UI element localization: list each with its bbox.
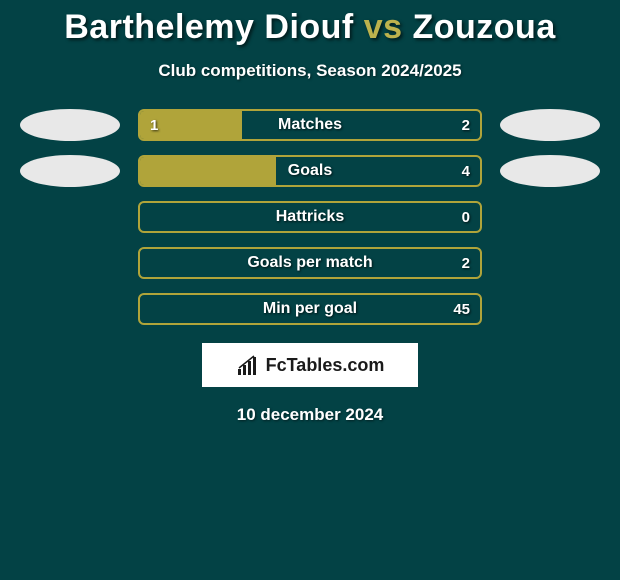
stat-row-hattricks: Hattricks 0 (0, 201, 620, 233)
stat-row-goals: Goals 4 (0, 155, 620, 187)
bar-label: Min per goal (140, 295, 480, 323)
bar-goals-per-match: Goals per match 2 (138, 247, 482, 279)
bar-min-per-goal: Min per goal 45 (138, 293, 482, 325)
vs-text: vs (364, 8, 403, 46)
bar-right-value: 2 (462, 249, 470, 277)
player1-avatar (20, 155, 120, 187)
bar-label: Goals (140, 157, 480, 185)
player2-name: Zouzoua (412, 8, 555, 46)
bar-right-value: 4 (462, 157, 470, 185)
stat-row-goals-per-match: Goals per match 2 (0, 247, 620, 279)
bar-label: Hattricks (140, 203, 480, 231)
brand-text: FcTables.com (266, 355, 385, 376)
date-text: 10 december 2024 (0, 405, 620, 425)
player2-avatar (500, 109, 600, 141)
stats-area: 1 Matches 2 Goals 4 Hattrick (0, 109, 620, 325)
bar-right-value: 0 (462, 203, 470, 231)
title: Barthelemy Diouf vs Zouzoua (0, 8, 620, 47)
bar-label: Goals per match (140, 249, 480, 277)
comparison-card: Barthelemy Diouf vs Zouzoua Club competi… (0, 0, 620, 425)
bar-right-value: 2 (462, 111, 470, 139)
stat-row-matches: 1 Matches 2 (0, 109, 620, 141)
brand-inner: FcTables.com (236, 355, 385, 376)
player2-avatar (500, 155, 600, 187)
subtitle: Club competitions, Season 2024/2025 (0, 61, 620, 81)
player1-name: Barthelemy Diouf (64, 8, 354, 46)
player1-avatar (20, 109, 120, 141)
stat-row-min-per-goal: Min per goal 45 (0, 293, 620, 325)
bar-goals: Goals 4 (138, 155, 482, 187)
brand-box[interactable]: FcTables.com (202, 343, 418, 387)
bar-matches: 1 Matches 2 (138, 109, 482, 141)
bar-right-value: 45 (453, 295, 470, 323)
bars-chart-icon (236, 355, 260, 375)
bar-label: Matches (140, 111, 480, 139)
bar-hattricks: Hattricks 0 (138, 201, 482, 233)
